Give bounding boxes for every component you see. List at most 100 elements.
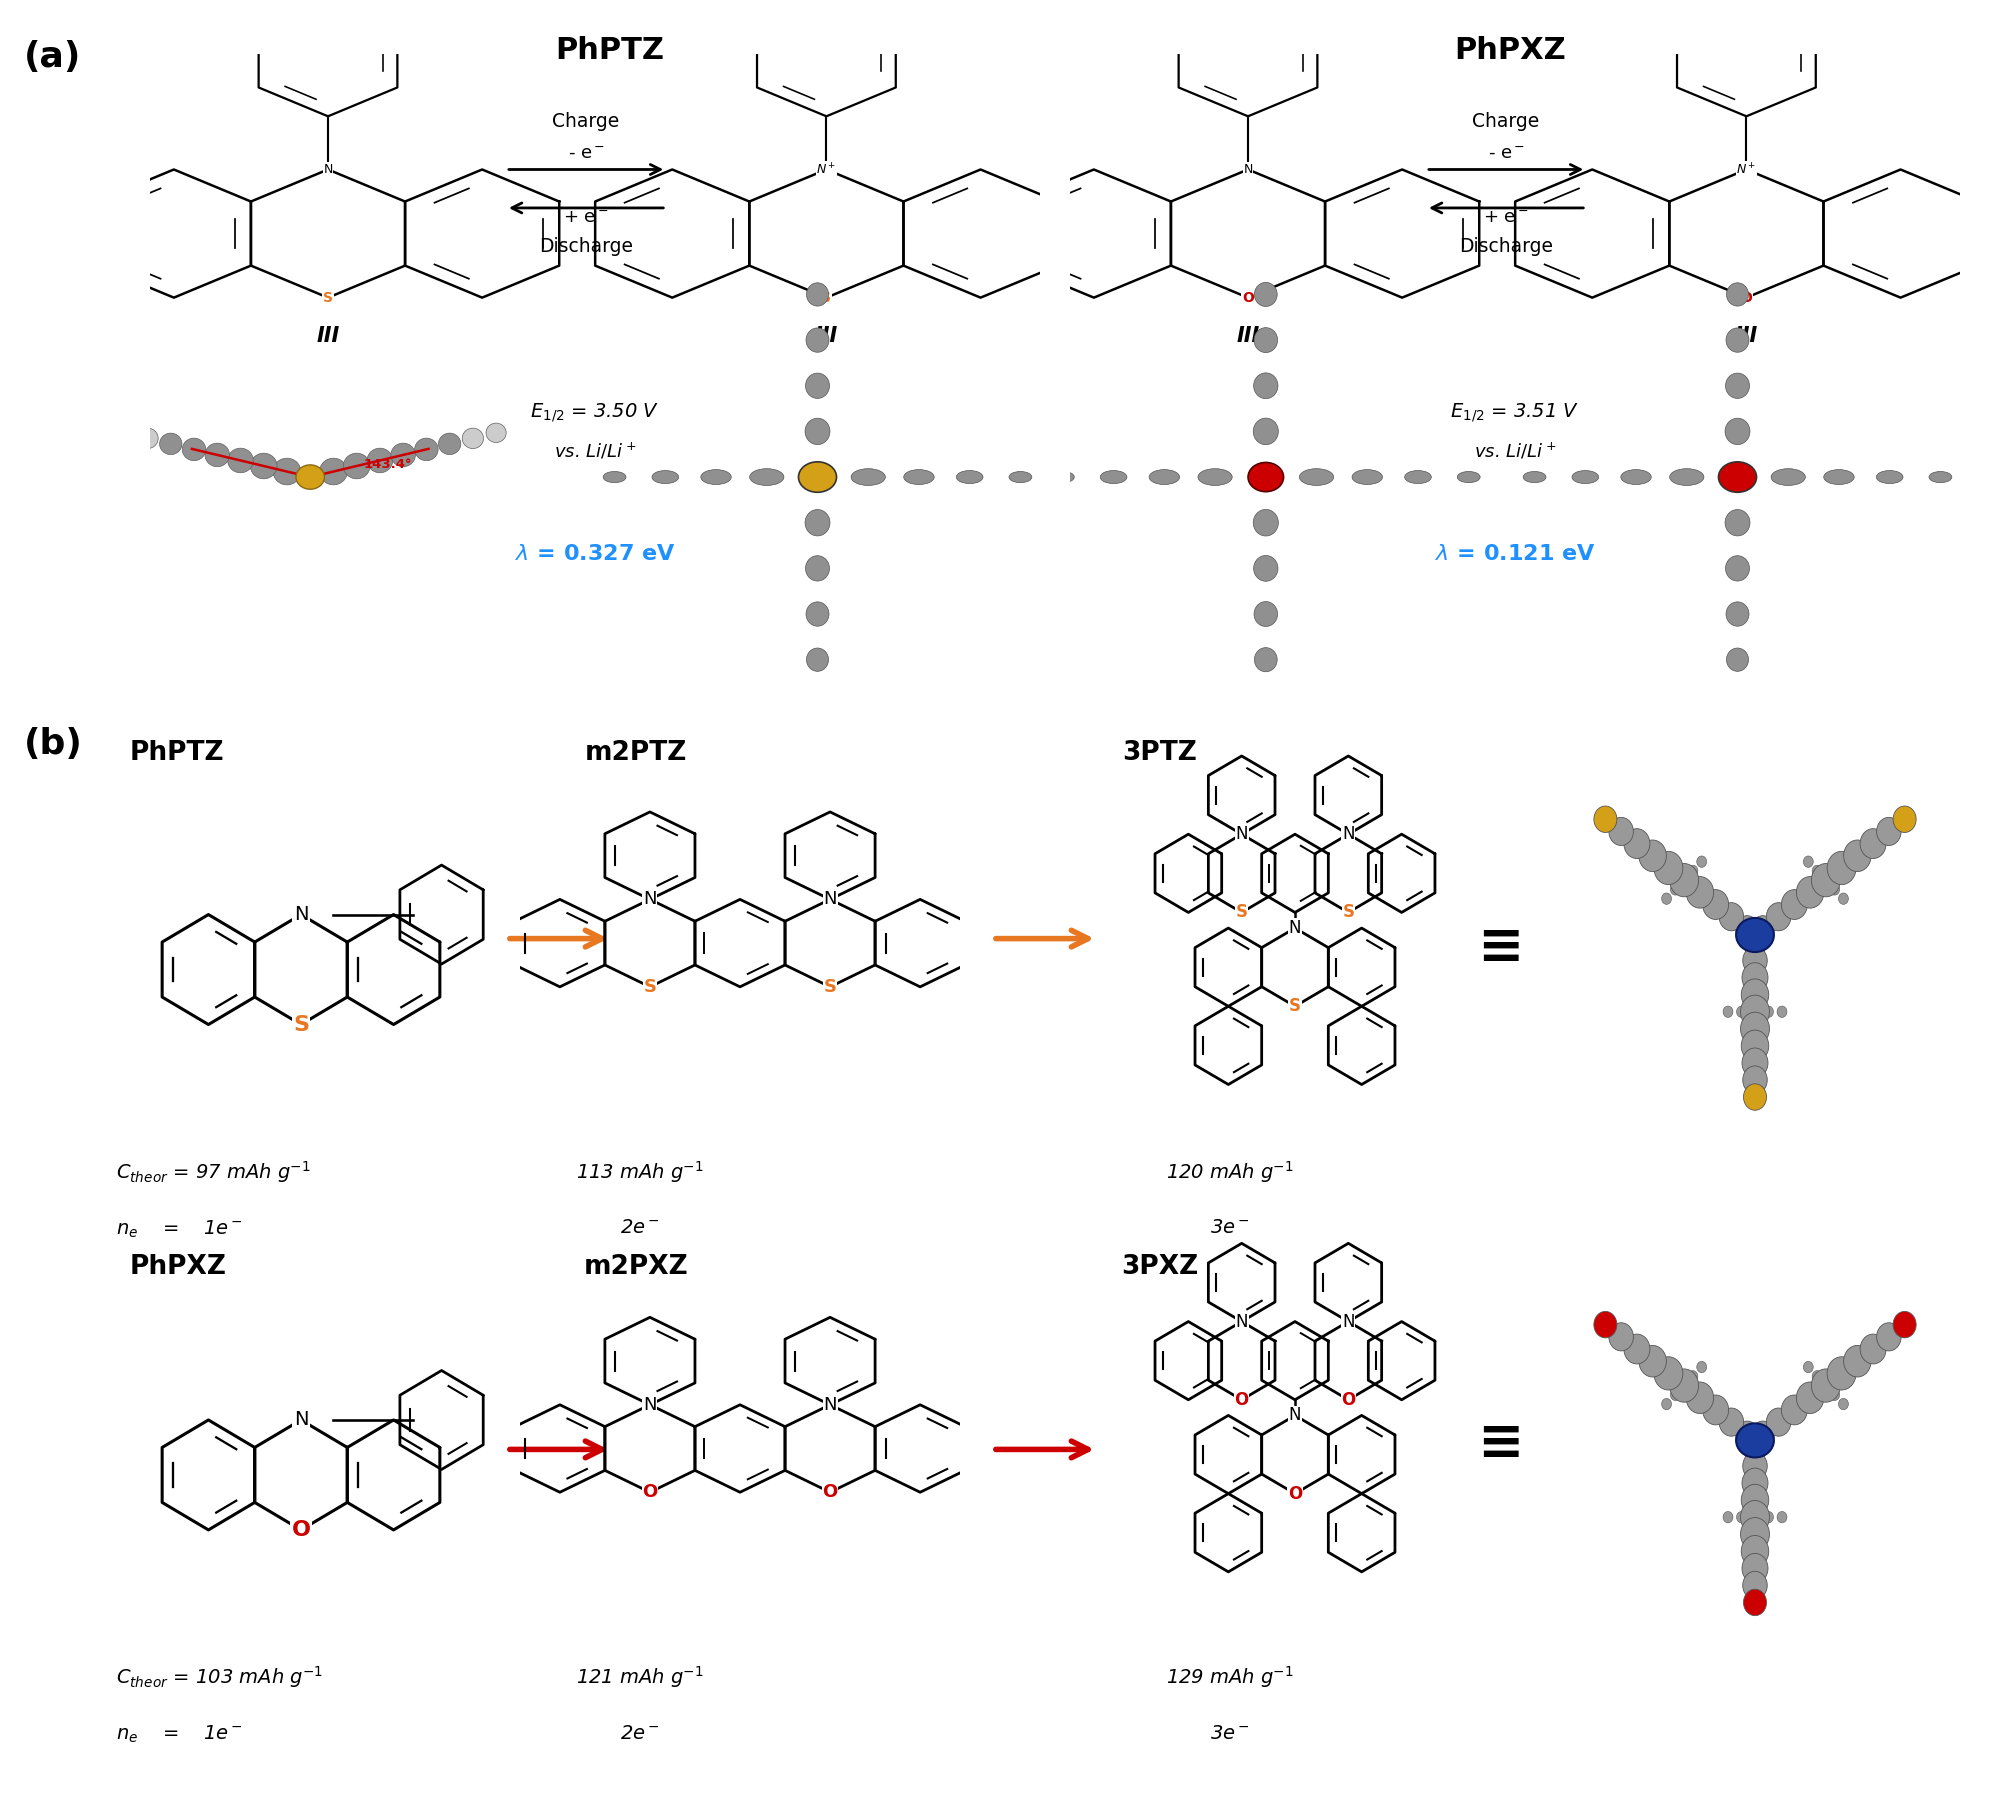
Text: $\lambda$ = 0.121 eV: $\lambda$ = 0.121 eV [1434, 543, 1596, 563]
Ellipse shape [1742, 1031, 1768, 1061]
Ellipse shape [114, 422, 134, 442]
Ellipse shape [1670, 469, 1704, 486]
Ellipse shape [1742, 1572, 1768, 1599]
Ellipse shape [1724, 464, 1750, 491]
Ellipse shape [1670, 863, 1698, 897]
Ellipse shape [1766, 902, 1790, 931]
Ellipse shape [806, 601, 828, 626]
Text: PhPXZ: PhPXZ [1454, 36, 1566, 65]
Ellipse shape [390, 444, 416, 467]
Ellipse shape [1726, 374, 1750, 399]
Ellipse shape [1404, 471, 1432, 484]
Ellipse shape [852, 469, 886, 486]
Ellipse shape [1458, 471, 1480, 482]
Ellipse shape [798, 462, 836, 493]
Text: S: S [1342, 904, 1354, 921]
Ellipse shape [344, 453, 370, 478]
Ellipse shape [1198, 469, 1232, 486]
Text: ≡: ≡ [1476, 921, 1524, 975]
Text: m2PXZ: m2PXZ [584, 1254, 688, 1280]
Ellipse shape [1254, 419, 1278, 444]
Text: O: O [1288, 1486, 1302, 1502]
Text: $N^+$: $N^+$ [816, 162, 836, 177]
Ellipse shape [1670, 884, 1680, 895]
Ellipse shape [1720, 1408, 1744, 1437]
Ellipse shape [1654, 1357, 1682, 1390]
Ellipse shape [1594, 1312, 1616, 1338]
Ellipse shape [1824, 469, 1854, 484]
Text: N: N [644, 1395, 656, 1413]
Ellipse shape [1736, 1005, 1746, 1018]
Ellipse shape [1254, 556, 1278, 581]
Ellipse shape [1572, 471, 1598, 484]
Ellipse shape [1740, 1013, 1770, 1045]
Ellipse shape [1796, 877, 1824, 908]
Ellipse shape [1662, 1399, 1672, 1410]
Ellipse shape [1638, 1345, 1666, 1377]
Ellipse shape [1782, 890, 1808, 919]
Ellipse shape [274, 458, 300, 486]
Ellipse shape [1742, 1049, 1768, 1078]
Ellipse shape [1686, 1383, 1714, 1413]
Ellipse shape [1742, 962, 1768, 993]
Text: Charge: Charge [1472, 112, 1540, 132]
Text: Discharge: Discharge [1460, 236, 1554, 256]
Text: ≡: ≡ [1476, 1417, 1524, 1471]
Ellipse shape [1718, 462, 1756, 493]
Text: N: N [324, 162, 332, 177]
Ellipse shape [1876, 471, 1904, 484]
Ellipse shape [1812, 865, 1822, 877]
Ellipse shape [1742, 1484, 1768, 1516]
Ellipse shape [1254, 374, 1278, 399]
Ellipse shape [368, 448, 392, 473]
Text: O: O [642, 1484, 658, 1502]
Ellipse shape [806, 509, 830, 536]
Ellipse shape [1742, 1467, 1768, 1498]
Ellipse shape [1812, 863, 1840, 897]
Ellipse shape [414, 439, 438, 460]
Text: PhPXZ: PhPXZ [130, 1254, 226, 1280]
Ellipse shape [1742, 1067, 1768, 1094]
Ellipse shape [1742, 1554, 1768, 1583]
Text: $E_{1/2}$ = 3.51 V: $E_{1/2}$ = 3.51 V [1450, 401, 1580, 424]
Text: S: S [1236, 904, 1248, 921]
Ellipse shape [806, 283, 828, 307]
Ellipse shape [1828, 1357, 1856, 1390]
Text: vs. $Li/Li^+$: vs. $Li/Li^+$ [554, 440, 636, 462]
Text: $\mathit{n_e}$    =    1e$^-$: $\mathit{n_e}$ = 1e$^-$ [116, 1218, 242, 1240]
Text: N: N [824, 1395, 836, 1413]
Ellipse shape [1010, 471, 1032, 482]
Ellipse shape [204, 444, 230, 467]
Ellipse shape [228, 448, 254, 473]
Ellipse shape [1252, 464, 1278, 491]
Text: PhPTZ: PhPTZ [130, 740, 224, 765]
Ellipse shape [1702, 890, 1728, 919]
Ellipse shape [1796, 1383, 1824, 1413]
Ellipse shape [1724, 1511, 1732, 1523]
Ellipse shape [1726, 556, 1750, 581]
Ellipse shape [1524, 471, 1546, 482]
Ellipse shape [1686, 877, 1714, 908]
Text: $\mathbf{\mathit{C_{theor}}}$ = 97 mAh g$^{-1}$: $\mathbf{\mathit{C_{theor}}}$ = 97 mAh g… [116, 1159, 310, 1184]
Ellipse shape [1594, 807, 1616, 832]
Ellipse shape [182, 439, 206, 460]
Text: 3e$^-$: 3e$^-$ [1210, 1218, 1250, 1238]
Ellipse shape [1838, 893, 1848, 904]
Text: Charge: Charge [552, 112, 620, 132]
Text: S: S [824, 978, 836, 996]
Ellipse shape [1764, 1005, 1774, 1018]
Ellipse shape [1254, 509, 1278, 536]
Text: S: S [822, 291, 832, 305]
Ellipse shape [904, 469, 934, 484]
Ellipse shape [1254, 648, 1278, 671]
Text: 120 mAh g$^{-1}$: 120 mAh g$^{-1}$ [1166, 1159, 1294, 1184]
Text: 113 mAh g$^{-1}$: 113 mAh g$^{-1}$ [576, 1159, 704, 1184]
Ellipse shape [1844, 839, 1872, 872]
Text: N: N [644, 890, 656, 908]
Text: N: N [1342, 1312, 1354, 1330]
Text: PhPTZ: PhPTZ [556, 36, 664, 65]
Ellipse shape [1702, 1395, 1728, 1424]
Text: N: N [1244, 162, 1252, 177]
Text: 3e$^-$: 3e$^-$ [1210, 1724, 1250, 1744]
Ellipse shape [1608, 1323, 1634, 1350]
